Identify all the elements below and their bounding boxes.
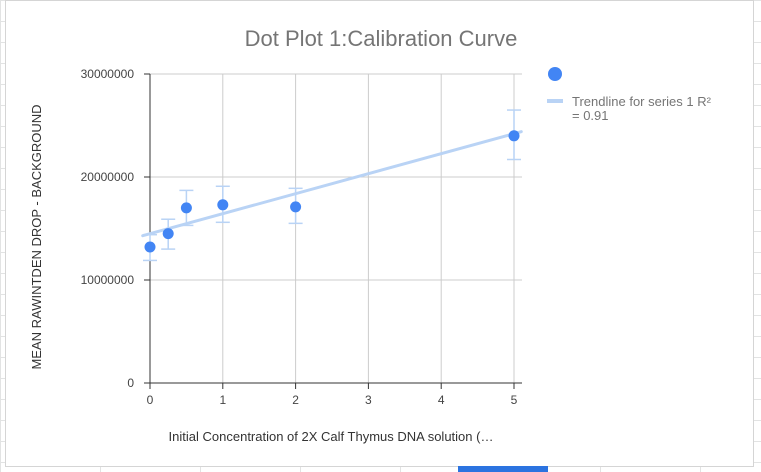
- error-bars: [143, 109, 521, 262]
- data-point: [217, 199, 229, 211]
- x-axis-ticks: 0 1 2 3 4 5: [147, 383, 518, 407]
- legend-trendline-swatch: [547, 99, 563, 103]
- x-tick-label: 0: [147, 393, 154, 407]
- x-tick-label: 4: [438, 393, 445, 407]
- data-point: [508, 130, 520, 142]
- chart-container[interactable]: [5, 0, 754, 467]
- legend-trendline-label: Trendline for series 1 R²: [572, 94, 712, 109]
- y-axis-title: MEAN RAWINTDEN DROP - BACKGROUND: [29, 104, 44, 369]
- data-points: [144, 130, 520, 253]
- y-tick-label: 10000000: [81, 273, 135, 287]
- y-tick-label: 20000000: [81, 170, 135, 184]
- y-axis-ticks: 0 10000000 20000000 30000000: [81, 67, 150, 390]
- data-point: [162, 228, 174, 240]
- chart-resize-handle[interactable]: [458, 466, 548, 472]
- data-point: [144, 241, 156, 253]
- x-tick-label: 1: [219, 393, 226, 407]
- grid-lines: [150, 73, 522, 383]
- x-tick-label: 2: [292, 393, 299, 407]
- y-tick-label: 0: [127, 376, 134, 390]
- legend-series-marker: [548, 67, 562, 81]
- x-tick-label: 5: [511, 393, 518, 407]
- y-tick-label: 30000000: [81, 67, 135, 81]
- chart-title: Dot Plot 1:Calibration Curve: [245, 26, 518, 51]
- legend-trendline-r2: = 0.91: [572, 108, 609, 123]
- data-point: [290, 201, 302, 213]
- data-point: [180, 202, 192, 214]
- trendline: [141, 130, 523, 238]
- x-tick-label: 3: [365, 393, 372, 407]
- legend[interactable]: Trendline for series 1 R² = 0.91: [547, 67, 712, 123]
- x-axis-title: Initial Concentration of 2X Calf Thymus …: [169, 429, 494, 444]
